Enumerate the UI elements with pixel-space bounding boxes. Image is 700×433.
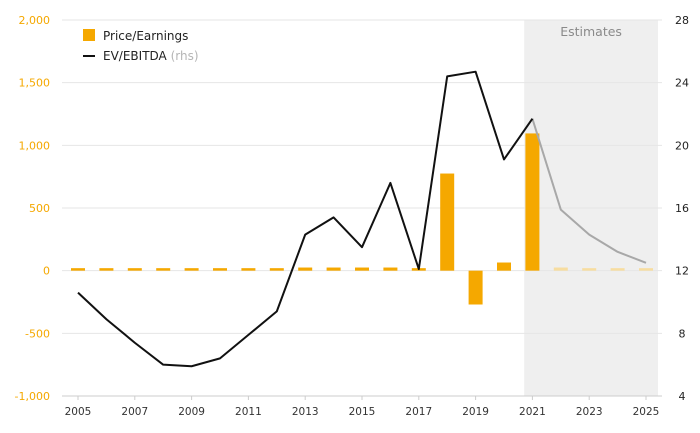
ev-ebitda-line — [77, 70, 534, 368]
pe-bar — [127, 268, 142, 271]
x-tick-label: 2009 — [178, 406, 205, 418]
pe-bar — [639, 268, 653, 271]
x-tick-label: 2015 — [349, 406, 376, 418]
x-tick-label: 2021 — [519, 406, 546, 418]
pe-bar — [582, 268, 597, 271]
y-left-tick-label: -1,000 — [15, 390, 50, 403]
y-right-tick-label: 20 — [675, 139, 689, 152]
y-right-tick-label: 24 — [675, 77, 689, 90]
pe-bar — [553, 267, 568, 271]
legend-ev-label: EV/EBITDA (rhs) — [103, 49, 199, 63]
legend-pe-swatch — [83, 29, 95, 41]
pe-bar — [355, 267, 369, 271]
y-right-tick-label: 4 — [679, 390, 686, 403]
pe-bar — [269, 268, 284, 271]
pe-bar — [99, 268, 114, 271]
pe-bar — [213, 268, 227, 271]
pe-bar — [610, 268, 625, 271]
pe-bar — [184, 268, 199, 271]
y-right-tick-label: 12 — [675, 265, 689, 278]
pe-bar — [156, 268, 171, 271]
pe-bar — [468, 270, 483, 305]
x-tick-label: 2005 — [65, 406, 92, 418]
pe-bar — [383, 267, 398, 271]
x-tick-label: 2007 — [121, 406, 148, 418]
y-left-tick-label: 1,500 — [19, 77, 51, 90]
pe-bar — [326, 267, 341, 271]
legend-ev-rhs-note: (rhs) — [171, 49, 199, 63]
y-left-tick-label: 500 — [29, 202, 50, 215]
y-left-tick-label: 0 — [43, 265, 50, 278]
x-tick-label: 2011 — [235, 406, 262, 418]
x-tick-label: 2013 — [292, 406, 319, 418]
x-tick-label: 2023 — [576, 406, 603, 418]
y-right-tick-label: 28 — [675, 14, 689, 27]
legend: Price/Earnings EV/EBITDA (rhs) — [83, 29, 199, 63]
x-tick-label: 2017 — [405, 406, 432, 418]
ev-ebitda-line-estimates — [531, 118, 647, 264]
y-right-tick-label: 8 — [679, 327, 686, 340]
legend-pe-label: Price/Earnings — [103, 29, 188, 43]
x-tick-label: 2019 — [462, 406, 489, 418]
y-left-tick-label: -500 — [25, 327, 50, 340]
pe-bar — [525, 133, 540, 271]
pe-bar — [241, 268, 256, 271]
pe-bar — [71, 268, 85, 271]
y-left-tick-label: 2,000 — [19, 14, 51, 27]
pe-bar — [298, 267, 313, 271]
pe-bar — [497, 262, 511, 271]
y-left-tick-label: 1,000 — [19, 139, 51, 152]
pe-bar — [440, 173, 455, 271]
y-right-tick-label: 16 — [675, 202, 689, 215]
x-tick-label: 2025 — [633, 406, 660, 418]
estimates-label: Estimates — [560, 24, 622, 39]
legend-ev-name: EV/EBITDA — [103, 49, 168, 63]
